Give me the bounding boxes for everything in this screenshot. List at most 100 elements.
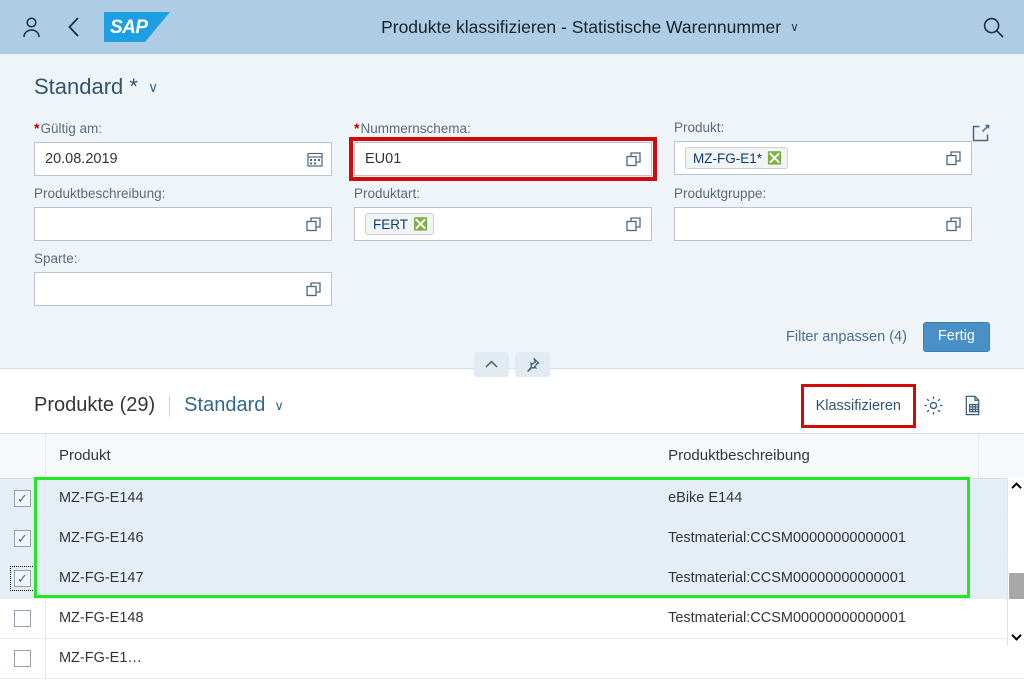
filter-fields: * Gültig am: 20.08.2019 xyxy=(0,106,1024,306)
produktart-token[interactable]: FERT ❎ xyxy=(365,213,434,235)
value-help-icon[interactable] xyxy=(626,151,643,168)
done-button[interactable]: Fertig xyxy=(922,322,990,352)
page-title: Produkte klassifizieren - Statistische W… xyxy=(381,16,782,37)
filter-bar: Standard * ∨ * Gültig am: 20.08.2019 xyxy=(0,54,1024,369)
cell-produkt: MZ-FG-E144 xyxy=(45,478,656,519)
calendar-icon[interactable] xyxy=(307,151,323,167)
cell-produkt: MZ-FG-E148 xyxy=(45,598,656,639)
classify-button[interactable]: Klassifizieren xyxy=(807,392,910,420)
row-checkbox-cell[interactable] xyxy=(0,598,46,639)
filter-label: * Nummernschema: xyxy=(354,120,652,136)
variant-row: Standard * ∨ xyxy=(0,54,1024,106)
user-icon[interactable] xyxy=(14,10,48,44)
row-checkbox[interactable]: ✓ xyxy=(13,529,31,547)
produktart-token-area: FERT ❎ xyxy=(365,213,626,235)
collapse-filterbar-button[interactable] xyxy=(474,351,509,377)
produktart-token-label: FERT xyxy=(373,216,409,232)
filter-label-text: Gültig am: xyxy=(40,121,102,136)
row-checkbox-cell[interactable]: ✓ xyxy=(0,558,46,599)
value-help-icon[interactable] xyxy=(946,216,963,233)
nummernschema-value: EU01 xyxy=(365,151,402,167)
search-icon[interactable] xyxy=(976,10,1010,44)
filter-label: Produktgruppe: xyxy=(674,186,972,201)
filter-field-produktart: Produktart: FERT ❎ xyxy=(354,186,652,241)
row-checkbox[interactable]: ✓ xyxy=(13,489,31,507)
adapt-filters-link[interactable]: Filter anpassen (4) xyxy=(786,328,907,345)
table-toolbar: Produkte (29) Standard ∨ Klassifizieren xyxy=(0,369,1024,433)
nummernschema-input[interactable]: EU01 xyxy=(349,137,657,181)
filter-field-produkt: Produkt: MZ-FG-E1* ❎ xyxy=(674,120,972,176)
table-body: ✓ MZ-FG-E144 eBike E144 ✓ MZ-FG-E146 Tes… xyxy=(0,478,1024,679)
table-row[interactable]: MZ-FG-E1… xyxy=(0,638,1024,679)
produktart-input[interactable]: FERT ❎ xyxy=(354,207,652,241)
table-variant-selector[interactable]: Standard ∨ xyxy=(184,394,284,417)
gueltig-am-input[interactable]: 20.08.2019 xyxy=(34,142,332,176)
divider xyxy=(169,394,171,417)
value-help-icon[interactable] xyxy=(306,281,323,298)
scroll-up-arrow-icon[interactable] xyxy=(1008,478,1024,495)
chevron-down-icon[interactable]: ∨ xyxy=(147,78,159,95)
gear-icon[interactable] xyxy=(916,389,950,423)
table-wrap: Produkt Produktbeschreibung ✓ MZ-FG-E144… xyxy=(0,432,1024,679)
cell-produktbeschreibung: eBike E144 xyxy=(655,478,979,519)
row-checkbox[interactable] xyxy=(13,649,31,667)
sap-logo[interactable]: SAP xyxy=(104,12,170,42)
row-checkbox[interactable] xyxy=(13,609,31,627)
filter-field-produktbeschreibung: Produktbeschreibung: xyxy=(34,186,332,241)
share-icon[interactable] xyxy=(964,116,998,150)
app-title-bar[interactable]: Produkte klassifizieren - Statistische W… xyxy=(170,17,1010,38)
scroll-down-arrow-icon[interactable] xyxy=(1008,629,1024,646)
gueltig-am-value: 20.08.2019 xyxy=(45,151,118,167)
produkt-token[interactable]: MZ-FG-E1* ❎ xyxy=(685,147,788,169)
filter-row-3: Sparte: xyxy=(34,251,990,306)
cell-produkt: MZ-FG-E1… xyxy=(45,638,656,679)
scrollbar-track[interactable] xyxy=(1008,495,1024,629)
column-header-produkt[interactable]: Produkt xyxy=(45,432,656,479)
required-asterisk: * xyxy=(34,120,40,136)
filter-field-produktgruppe: Produktgruppe: xyxy=(674,186,972,241)
produktgruppe-input[interactable] xyxy=(674,207,972,241)
scrollbar-header-spacer xyxy=(978,432,1024,479)
close-icon[interactable]: ❎ xyxy=(767,151,782,165)
value-help-icon[interactable] xyxy=(626,216,643,233)
row-checkbox-cell[interactable] xyxy=(0,638,46,679)
products-table: Produkt Produktbeschreibung ✓ MZ-FG-E144… xyxy=(0,432,1024,679)
scrollbar-thumb[interactable] xyxy=(1009,572,1024,599)
produkt-token-label: MZ-FG-E1* xyxy=(693,150,762,166)
produktbeschreibung-input[interactable] xyxy=(34,207,332,241)
filter-label: Produkt: xyxy=(674,120,972,135)
filter-label-text: Nummernschema: xyxy=(360,121,471,136)
filter-variant-selector[interactable]: Standard * ∨ xyxy=(34,74,158,100)
row-checkbox-cell[interactable]: ✓ xyxy=(0,518,46,559)
back-button[interactable] xyxy=(56,10,90,44)
spreadsheet-export-icon[interactable] xyxy=(956,389,990,423)
row-checkbox-cell[interactable]: ✓ xyxy=(0,478,46,519)
sparte-input[interactable] xyxy=(34,272,332,306)
table-row[interactable]: MZ-FG-E148 Testmaterial:CCSM000000000000… xyxy=(0,598,1024,639)
chevron-down-icon[interactable]: ∨ xyxy=(274,397,284,413)
column-header-produktbeschreibung[interactable]: Produktbeschreibung xyxy=(655,432,979,479)
filter-label-text: Produktgruppe: xyxy=(674,186,767,201)
sap-logo-text: SAP xyxy=(110,16,148,38)
filter-label-text: Produktart: xyxy=(354,186,421,201)
table-row[interactable]: ✓ MZ-FG-E146 Testmaterial:CCSM0000000000… xyxy=(0,518,1024,559)
filter-label: Produktbeschreibung: xyxy=(34,186,332,201)
cell-produktbeschreibung xyxy=(655,638,979,679)
row-checkbox[interactable]: ✓ xyxy=(9,565,35,591)
select-all-header[interactable] xyxy=(0,432,46,479)
filter-label: Sparte: xyxy=(34,251,332,266)
value-help-icon[interactable] xyxy=(306,216,323,233)
table-scrollbar[interactable] xyxy=(1007,477,1024,646)
chevron-down-icon[interactable]: ∨ xyxy=(790,20,799,34)
table-row[interactable]: ✓ MZ-FG-E147 Testmaterial:CCSM0000000000… xyxy=(0,558,1024,599)
table-row[interactable]: ✓ MZ-FG-E144 eBike E144 xyxy=(0,478,1024,519)
filter-label-text: Sparte: xyxy=(34,251,78,266)
filter-field-sparte: Sparte: xyxy=(34,251,332,306)
close-icon[interactable]: ❎ xyxy=(413,217,428,231)
produkt-input[interactable]: MZ-FG-E1* ❎ xyxy=(674,141,972,175)
required-asterisk: * xyxy=(354,120,360,136)
products-table-section: Produkte (29) Standard ∨ Klassifizieren xyxy=(0,369,1024,679)
value-help-icon[interactable] xyxy=(946,150,963,167)
table-title: Produkte (29) xyxy=(34,394,156,417)
pin-icon[interactable] xyxy=(515,351,550,377)
